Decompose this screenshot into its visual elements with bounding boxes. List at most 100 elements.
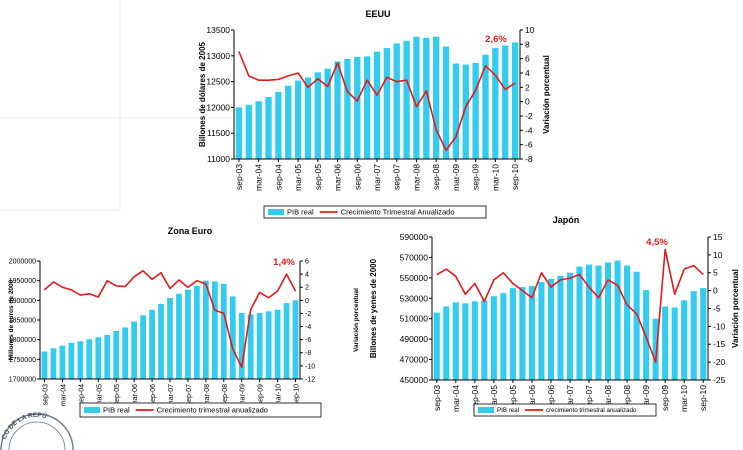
y2-tick-label: 5	[713, 268, 718, 278]
pib-bar	[547, 278, 555, 380]
y-tick-label: 450000	[400, 375, 429, 385]
y2-tick-label: -12	[305, 376, 315, 383]
pib-bar	[662, 306, 669, 380]
growth-line	[238, 51, 516, 152]
x-tick-label: sep-06	[546, 385, 556, 411]
pib-bar	[229, 296, 236, 379]
pib-bar	[256, 312, 263, 379]
y2-tick-label: 8	[525, 39, 530, 49]
x-tick-label: sep-10	[294, 384, 301, 406]
y-tick-label: 2000000	[9, 258, 36, 265]
y2-tick-label: -15	[713, 339, 726, 349]
y-tick-label: 1700000	[9, 376, 36, 383]
x-tick-label: mar-10	[679, 385, 689, 412]
chart-japon: Japón 450000 470000 490000 510000 530000 55000…	[369, 215, 740, 417]
pib-bar	[77, 341, 84, 379]
pib-bar	[194, 285, 200, 379]
y2-tick-label: 6	[525, 54, 530, 64]
x-tick-label: mar-07	[168, 384, 175, 406]
pib-bar	[633, 271, 640, 380]
x-tick-label: sep-03	[234, 164, 244, 190]
y-tick-label: 1850000	[9, 317, 36, 324]
y2-tick-label: -4	[305, 324, 311, 331]
y2-tick-label: -5	[713, 303, 721, 313]
pib-bar	[104, 334, 111, 379]
pib-bar	[538, 281, 545, 380]
y2-axis-title: Variación porcentual	[353, 288, 360, 352]
x-tick-label: sep-05	[508, 385, 518, 411]
legend-line-label: Crecimiento trimestral anualizado	[157, 406, 268, 415]
pib-bar	[314, 72, 321, 159]
x-tick-label: sep-09	[660, 385, 670, 411]
logo-seal: CO DE LA REPÚ	[0, 410, 74, 450]
pib-bar	[211, 281, 218, 379]
pib-bar	[482, 54, 489, 159]
y-tick-label: 1750000	[9, 357, 36, 364]
pib-bar	[363, 56, 371, 159]
pib-bar	[471, 301, 478, 380]
x-tick-label: mar-09	[641, 385, 651, 412]
y-tick-label: 1900000	[9, 298, 36, 305]
legend-bar-swatch	[478, 407, 494, 413]
y-tick-label: 11000	[207, 154, 230, 164]
y-tick-label: 1800000	[9, 337, 36, 344]
legend-box	[79, 402, 322, 418]
x-tick-label: mar-04	[254, 164, 264, 191]
y-tick-label: 550000	[400, 273, 429, 283]
x-tick-label: mar-04	[451, 385, 461, 412]
pib-bar	[472, 63, 479, 159]
pib-bar	[344, 58, 351, 159]
pib-bar	[158, 303, 164, 379]
x-tick-label: sep-08	[431, 164, 441, 190]
legend-box	[263, 205, 487, 219]
pib-bar	[423, 37, 430, 159]
y2-tick-label: 0	[305, 298, 309, 305]
legend-bar-swatch	[268, 209, 284, 215]
legend-box	[473, 403, 657, 417]
chart-title: Zona Euro	[168, 226, 213, 236]
pib-bar	[86, 339, 93, 379]
y-axis-title: Millones de euros de 2000	[8, 279, 15, 360]
y-tick-label: 1950000	[9, 278, 36, 285]
y2-tick-label: -25	[713, 375, 726, 385]
chart-zona-euro: Zona Euro 1700000 1750000 1800000 1850000 190…	[8, 226, 360, 418]
x-tick-label: mar-04	[60, 384, 67, 406]
pib-bar	[185, 289, 191, 379]
y2-tick-label: 4	[305, 272, 309, 279]
pib-bar	[265, 311, 272, 379]
y-axis-title: Billones de yenes de 2000	[369, 258, 378, 358]
y-tick-label: 13500	[206, 25, 230, 35]
x-tick-label: mar-09	[240, 384, 247, 406]
pib-bar	[68, 342, 75, 379]
pib-bar	[113, 331, 120, 379]
pib-bar	[403, 40, 410, 160]
y2-tick-label: 15	[713, 232, 723, 242]
pib-bar	[354, 56, 361, 159]
pib-bar	[274, 309, 281, 379]
pib-bar	[585, 264, 593, 380]
pib-bar	[283, 303, 290, 379]
x-tick-label: sep-04	[470, 385, 480, 411]
y2-axis-title: Variación porcentual	[731, 269, 740, 348]
chart-title: Japón	[553, 215, 580, 225]
x-tick-label: sep-10	[698, 385, 708, 411]
pib-bar	[167, 297, 173, 379]
pib-bar	[443, 306, 450, 380]
x-tick-label: sep-08	[622, 385, 632, 411]
legend-line-label: crecimiento trimestral anualizado	[546, 407, 637, 414]
pib-bar	[681, 300, 688, 380]
x-tick-label: sep-09	[258, 384, 265, 406]
y2-tick-label: 10	[525, 25, 535, 35]
pib-bar	[324, 68, 331, 159]
x-tick-label: mar-06	[132, 384, 139, 406]
pib-bar	[59, 345, 66, 379]
pib-bar	[492, 48, 499, 160]
x-tick-label: sep-07	[186, 384, 193, 406]
x-tick-label: sep-03	[432, 385, 442, 411]
pib-bar	[566, 272, 574, 380]
x-tick-label: sep-04	[78, 384, 85, 406]
pib-bar	[462, 303, 469, 380]
pib-bar	[690, 291, 697, 380]
pib-bar	[176, 293, 182, 379]
x-tick-label: mar-08	[603, 385, 613, 412]
